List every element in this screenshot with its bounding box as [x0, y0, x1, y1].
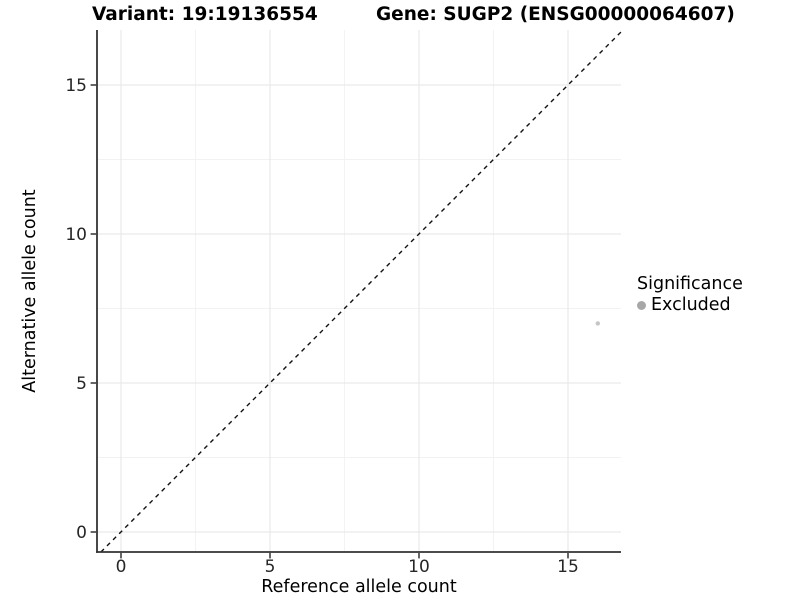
x-axis-title: Reference allele count: [261, 577, 457, 597]
x-tick-label: 5: [265, 557, 276, 577]
gene-title: Gene: SUGP2 (ENSG00000064607): [376, 4, 735, 25]
legend-item-label: Excluded: [651, 295, 731, 315]
y-tick-label: 15: [65, 76, 87, 96]
legend-title: Significance: [637, 274, 743, 294]
y-axis-title: Alternative allele count: [20, 189, 40, 393]
y-tick-label: 5: [76, 374, 87, 394]
data-point: [595, 321, 600, 326]
x-tick-label: 0: [116, 557, 127, 577]
variant-title: Variant: 19:19136554: [92, 4, 318, 25]
excluded-point-icon: [637, 300, 646, 310]
legend: Significance Excluded: [637, 274, 743, 315]
legend-item-excluded: Excluded: [637, 295, 743, 315]
x-tick-label: 15: [557, 557, 579, 577]
y-tick-label: 0: [76, 523, 87, 543]
identity-dashed-line: [100, 31, 622, 553]
y-tick-label: 10: [65, 225, 87, 245]
x-tick-label: 10: [408, 557, 430, 577]
